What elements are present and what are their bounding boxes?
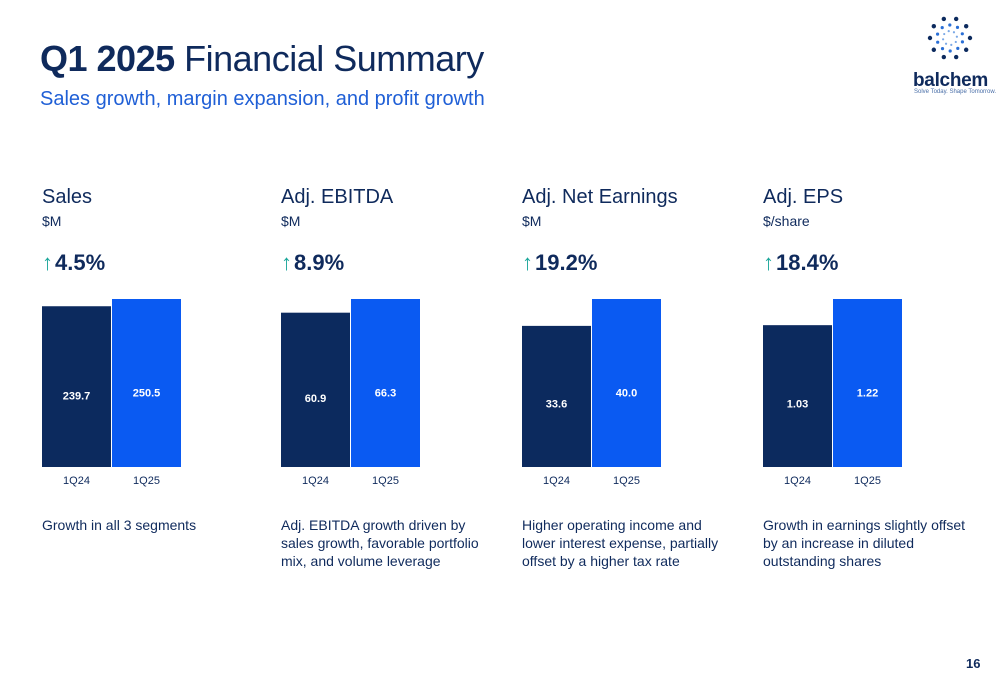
category-tick-label: 1Q25 <box>372 475 399 487</box>
metric-description: Growth in earnings slightly offset by an… <box>763 517 966 569</box>
eps-panel: Adj. EPS $/share ↑18.4% 1.03 1Q24 1.22 1Q25… <box>763 0 993 685</box>
bar-value-label: 1.03 <box>787 398 808 410</box>
ebitda-panel: Adj. EBITDA $M ↑8.9% 60.9 1Q24 66.3 1Q25 Ad… <box>281 0 511 685</box>
logo-dot <box>936 40 940 44</box>
logo-dot <box>947 30 950 33</box>
growth-value: 19.2% <box>535 250 598 275</box>
logo-dot <box>956 46 960 51</box>
logo-dot <box>942 38 945 41</box>
metric-unit: $/share <box>763 213 810 229</box>
logo-dot <box>954 40 957 44</box>
bar-value-label: 239.7 <box>63 390 91 402</box>
bar-value-label: 250.5 <box>133 387 161 399</box>
logo-dot <box>967 35 973 41</box>
category-tick-label: 1Q25 <box>854 475 881 487</box>
dot-burst-icon <box>927 16 973 60</box>
bar-value-label: 1.22 <box>857 387 878 399</box>
category-tick-label: 1Q25 <box>133 475 160 487</box>
title-period: Q1 2025 <box>40 38 175 79</box>
metric-unit: $M <box>522 213 542 229</box>
logo-dot <box>948 23 952 27</box>
logo-dot <box>953 16 959 22</box>
growth-value: 8.9% <box>294 250 345 275</box>
net-earnings-panel: Adj. Net Earnings $M ↑19.2% 33.6 1Q24 40.0… <box>522 0 752 685</box>
logo-dot <box>944 42 948 45</box>
growth-indicator: ↑18.4% <box>763 250 838 276</box>
bar-1q24 <box>281 312 350 467</box>
category-tick-label: 1Q24 <box>784 475 811 487</box>
up-arrow-icon: ↑ <box>281 250 292 275</box>
bar-value-label: 40.0 <box>616 387 637 399</box>
logo-dot <box>963 47 969 52</box>
metric-description: Growth in all 3 segments <box>42 517 197 533</box>
bar-1q24 <box>522 325 591 467</box>
up-arrow-icon: ↑ <box>42 250 53 275</box>
category-tick-label: 1Q24 <box>63 475 90 487</box>
bar-1q24 <box>763 325 832 467</box>
logo-wordmark: balchem <box>913 70 988 91</box>
category-tick-label: 1Q24 <box>543 475 570 487</box>
logo-dot <box>960 40 965 44</box>
logo-dot <box>963 24 969 29</box>
bar-1q25 <box>592 299 661 467</box>
bar-1q25 <box>351 299 420 467</box>
logo-dot <box>955 25 960 29</box>
category-tick-label: 1Q25 <box>613 475 640 487</box>
growth-value: 4.5% <box>55 250 106 275</box>
metric-title: Adj. EBITDA <box>281 186 394 208</box>
up-arrow-icon: ↑ <box>763 250 774 275</box>
metric-title: Sales <box>42 186 93 208</box>
logo-dot <box>943 32 946 36</box>
ebitda-bar-chart: 60.9 1Q24 66.3 1Q25 <box>281 299 420 487</box>
bar-1q25 <box>112 299 181 467</box>
logo-dot <box>955 35 958 38</box>
bar-1q25 <box>833 299 902 467</box>
page-subtitle: Sales growth, margin expansion, and prof… <box>40 88 485 110</box>
logo-tagline: Solve Today. Shape Tomorrow. <box>914 89 997 95</box>
sales-panel: Sales $M ↑4.5% 239.7 1Q24 250.5 1Q25 Growth… <box>42 0 272 685</box>
bar-value-label: 66.3 <box>375 387 396 399</box>
logo-dot <box>941 54 947 60</box>
bar-1q24 <box>42 306 111 467</box>
metric-description: Adj. EBITDA growth driven by sales growt… <box>281 517 479 569</box>
metric-description: Higher operating income and lower intere… <box>522 517 719 569</box>
growth-value: 18.4% <box>776 250 839 275</box>
page-number: 16 <box>966 656 981 671</box>
logo-dot <box>935 32 940 36</box>
logo-dot <box>948 49 952 53</box>
logo-dot <box>927 35 933 41</box>
logo-dot <box>940 47 945 51</box>
up-arrow-icon: ↑ <box>522 250 533 275</box>
logo-dot <box>960 32 964 36</box>
logo-dot <box>952 31 956 34</box>
logo-dot <box>931 47 937 52</box>
logo-dot <box>953 54 959 60</box>
page-title: Q1 2025 Financial Summary <box>40 38 484 80</box>
metric-unit: $M <box>281 213 301 229</box>
bar-value-label: 33.6 <box>546 399 567 411</box>
metric-title: Adj. Net Earnings <box>522 186 678 208</box>
bar-value-label: 60.9 <box>305 393 326 405</box>
growth-indicator: ↑19.2% <box>522 250 597 276</box>
logo-dot <box>950 43 953 46</box>
logo-dot <box>940 25 944 30</box>
logo-dot <box>931 24 937 29</box>
metric-unit: $M <box>42 213 62 229</box>
growth-indicator: ↑8.9% <box>281 250 344 276</box>
sales-bar-chart: 239.7 1Q24 250.5 1Q25 <box>42 299 181 487</box>
eps-bar-chart: 1.03 1Q24 1.22 1Q25 <box>763 299 902 487</box>
metric-title: Adj. EPS <box>763 186 844 208</box>
growth-indicator: ↑4.5% <box>42 250 105 276</box>
title-text: Financial Summary <box>184 38 484 79</box>
category-tick-label: 1Q24 <box>302 475 329 487</box>
net-earnings-bar-chart: 33.6 1Q24 40.0 1Q25 <box>522 299 661 487</box>
logo-dot <box>941 16 947 22</box>
